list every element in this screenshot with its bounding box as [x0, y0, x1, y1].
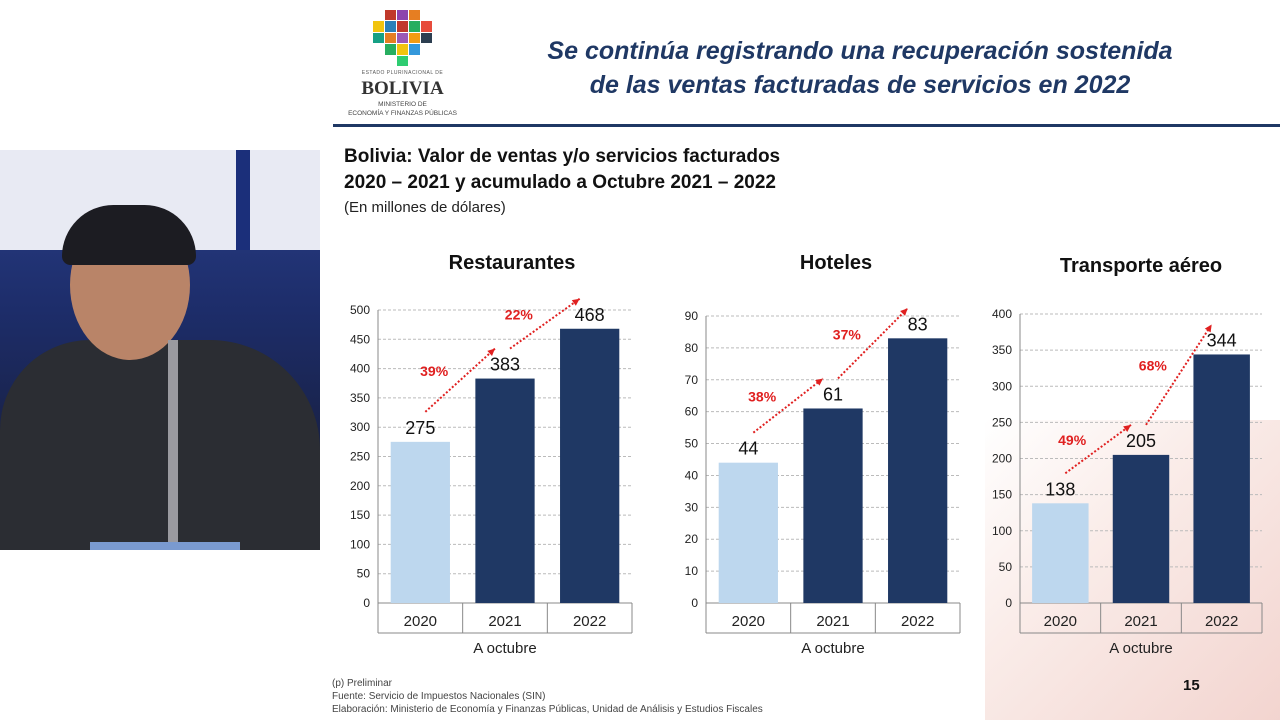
growth-arrow [1064, 424, 1132, 475]
data-label: 344 [1207, 330, 1237, 350]
y-tick-label: 50 [685, 437, 699, 451]
y-tick-label: 450 [350, 332, 370, 346]
y-tick-label: 0 [363, 596, 370, 610]
y-tick-label: 150 [992, 488, 1012, 502]
bar-2022 [560, 328, 620, 603]
arrowhead-icon [1123, 424, 1131, 432]
arrowhead-icon [1204, 324, 1212, 333]
y-tick-label: 50 [999, 560, 1013, 574]
group-label: A octubre [801, 640, 864, 657]
y-tick-label: 90 [685, 309, 699, 323]
bar-2022 [888, 338, 948, 603]
bar-2021 [1112, 454, 1170, 603]
data-label: 83 [908, 314, 928, 334]
arrowhead-icon [900, 308, 908, 316]
chart-subtitle: Bolivia: Valor de ventas y/o servicios f… [344, 146, 781, 193]
y-tick-label: 50 [357, 567, 371, 581]
y-tick-label: 250 [992, 415, 1012, 429]
note-source: Fuente: Servicio de Impuestos Nacionales… [332, 691, 546, 702]
y-tick-label: 350 [350, 391, 370, 405]
y-tick-label: 0 [1005, 596, 1012, 610]
arrowhead-icon [571, 298, 580, 306]
ministry-logo: ESTADO PLURINACIONAL DE BOLIVIA MINISTER… [335, 10, 470, 118]
bar-2020 [1032, 503, 1089, 603]
bar-2020 [718, 462, 778, 603]
arrowhead-icon [487, 348, 495, 356]
y-tick-label: 70 [685, 373, 699, 387]
y-tick-label: 400 [992, 307, 1012, 321]
data-label: 383 [490, 355, 520, 375]
logo-mosaic-icon [372, 10, 433, 66]
title-divider [333, 124, 1280, 127]
speaker-video [0, 150, 320, 550]
y-tick-label: 80 [685, 341, 699, 355]
y-tick-label: 60 [685, 405, 699, 419]
data-label: 468 [575, 305, 605, 325]
group-label: A octubre [473, 640, 536, 657]
bar-2022 [1193, 354, 1250, 603]
chart-title: Transporte aéreo [1060, 255, 1222, 277]
growth-label: 39% [420, 363, 449, 379]
x-tick-label: 2021 [1124, 613, 1157, 630]
note-elaboration: Elaboración: Ministerio de Economía y Fi… [332, 704, 763, 715]
x-tick-label: 2022 [901, 613, 934, 630]
chart-title: Restaurantes [449, 252, 576, 274]
y-tick-label: 0 [691, 596, 698, 610]
growth-label: 49% [1058, 432, 1087, 448]
y-tick-label: 100 [992, 524, 1012, 538]
y-tick-label: 200 [992, 452, 1012, 466]
growth-arrow [752, 377, 824, 434]
x-tick-label: 2020 [732, 613, 765, 630]
y-tick-label: 350 [992, 343, 1012, 357]
chart-title: Hoteles [800, 252, 872, 274]
y-tick-label: 250 [350, 450, 370, 464]
growth-label: 37% [833, 326, 862, 342]
y-tick-label: 300 [992, 379, 1012, 393]
y-tick-label: 500 [350, 303, 370, 317]
bar-2021 [475, 378, 535, 603]
footer-notes: (p) Preliminar Fuente: Servicio de Impue… [332, 677, 763, 716]
bar-2021 [803, 408, 863, 603]
arrowhead-icon [815, 378, 823, 386]
y-tick-label: 20 [685, 532, 699, 546]
growth-label: 22% [505, 307, 534, 323]
x-tick-label: 2020 [404, 613, 437, 630]
note-preliminary: (p) Preliminar [332, 678, 393, 689]
y-tick-label: 40 [685, 468, 699, 482]
data-label: 61 [823, 384, 843, 404]
y-tick-label: 30 [685, 500, 699, 514]
data-label: 275 [405, 418, 435, 438]
y-tick-label: 10 [685, 564, 699, 578]
page-number: 15 [1183, 677, 1200, 694]
growth-label: 68% [1139, 358, 1168, 374]
x-tick-label: 2020 [1044, 613, 1077, 630]
data-label: 44 [738, 439, 758, 459]
y-tick-label: 400 [350, 362, 370, 376]
y-tick-label: 100 [350, 537, 370, 551]
growth-label: 38% [748, 389, 777, 405]
unit-label: (En millones de dólares) [344, 199, 506, 216]
x-tick-label: 2021 [488, 613, 521, 630]
group-label: A octubre [1109, 640, 1172, 657]
x-tick-label: 2022 [1205, 613, 1238, 630]
x-tick-label: 2021 [816, 613, 849, 630]
data-label: 138 [1045, 479, 1075, 499]
slide-title: Se continúa registrando una recuperación… [547, 37, 1173, 99]
y-tick-label: 150 [350, 508, 370, 522]
y-tick-label: 300 [350, 420, 370, 434]
data-label: 205 [1126, 431, 1156, 451]
x-tick-label: 2022 [573, 613, 606, 630]
y-tick-label: 200 [350, 479, 370, 493]
bar-2020 [390, 441, 450, 603]
growth-arrow [837, 307, 909, 380]
